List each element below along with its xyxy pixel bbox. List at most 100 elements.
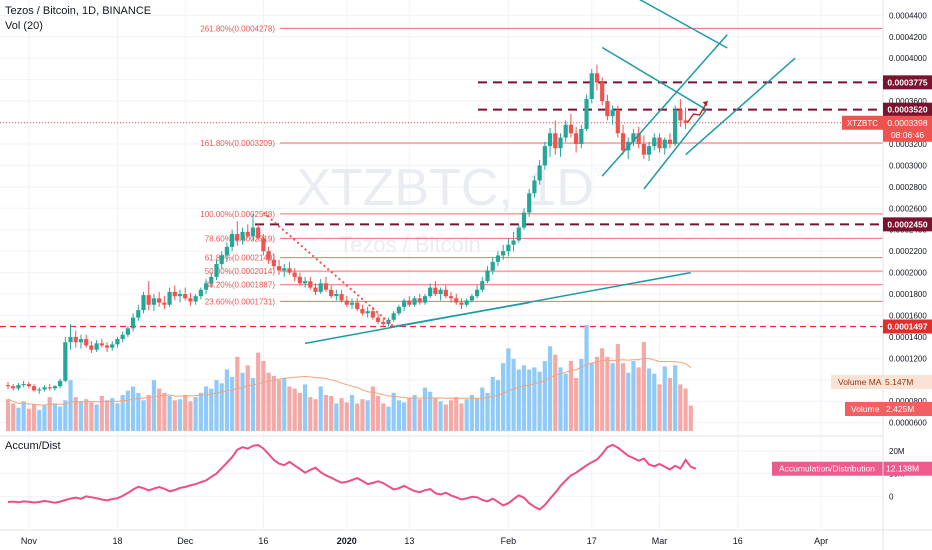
candle-body [610,109,615,117]
candle-body [615,109,620,134]
volume-bar [5,399,11,431]
candle-body [146,295,151,305]
candle-body [37,389,42,391]
candle [104,342,110,352]
candle-body [464,300,469,305]
volume-bar [240,372,245,431]
candle [501,244,506,260]
candle-body [157,298,162,303]
candle-body [495,255,501,262]
candle-body [469,296,474,301]
grid [0,0,883,530]
volume-bar [485,392,490,431]
candle [235,221,240,246]
volume-bar [16,407,21,431]
candle-body [454,298,459,303]
volume-bar [136,392,141,431]
volume-bar [125,390,130,431]
candle-body [183,294,188,299]
candle-body [574,133,579,144]
volume-bar [474,398,480,431]
volume-bar [256,352,261,431]
candle-body [553,133,558,149]
ad-trendline [639,0,728,49]
trendlines[interactable] [262,34,796,345]
volume-bar [375,396,381,431]
volume-bar [422,387,428,431]
candle [16,382,21,391]
volume-ma-legend-box [831,375,932,389]
candle [652,133,657,151]
current-price-value: 0.0003398 [887,118,927,128]
candle [323,276,329,292]
time-axis-label: Dec [177,536,194,546]
candle [542,141,547,170]
candle-body [547,133,553,147]
candle-body [381,321,386,325]
volume-bar [683,388,688,431]
candle-body [188,298,193,302]
candle [584,94,589,132]
candle-body [365,311,370,314]
candle-body [375,317,381,322]
candle-body [110,344,115,348]
current-price-badge [883,115,932,142]
candle [224,242,230,262]
candle [381,317,386,327]
volume-bars [5,325,693,431]
candle [683,107,688,129]
candle [641,135,646,159]
volume-bar [11,403,16,431]
volume-bar [73,397,78,431]
volume-bar [177,399,183,431]
watermark-symbol: XTZBTC, 1D [296,159,594,217]
volume-bar [506,348,511,431]
time-axis-label: 16 [258,536,268,546]
horizontal-levels [0,81,883,328]
time-axis[interactable]: Nov 18 Dec 16 2020 13 Feb 17 Mar 16 Apr [21,536,828,546]
volume-bar [464,399,469,431]
volume-bar [438,401,443,431]
candle-body [323,283,329,290]
candle [89,341,94,353]
volume-bar [501,363,506,431]
price-axis-label: 0.0000600 [889,419,927,428]
candle [37,387,42,394]
candle [631,128,636,147]
candle [230,229,235,252]
candle [250,213,256,241]
candle-body [78,339,84,343]
candle-body [563,124,568,138]
candle-body [667,139,673,144]
candle-body [568,124,574,134]
price-axis-label: 0.0003600 [889,97,927,106]
candle [84,334,89,348]
trendline [643,109,708,190]
candle [110,341,115,351]
volume-bar [407,398,412,431]
volume-bar [89,402,94,431]
volume-bar [646,368,652,431]
candle [11,384,16,391]
candle-body [177,294,183,297]
candle [657,133,662,153]
trendline [601,34,728,177]
candle-body [136,310,141,318]
candle [78,334,84,349]
candle-body [542,146,547,166]
candle-body [620,133,626,151]
candle [516,224,521,243]
volume-legend-box [845,402,932,416]
price-badge-label: 0.0003775 [887,77,927,87]
candle-body [297,276,302,284]
volume-bar [688,405,693,431]
candle [167,287,172,307]
volume-bar [162,392,167,431]
price-badges: 0.0003775 0.0003520 0.0002450 0.0001497 XTZB… [831,75,932,416]
time-axis-label: 18 [112,536,122,546]
candle-body [344,300,349,305]
candle [31,384,37,392]
volume-bar [193,397,198,431]
candle-body [287,268,292,273]
